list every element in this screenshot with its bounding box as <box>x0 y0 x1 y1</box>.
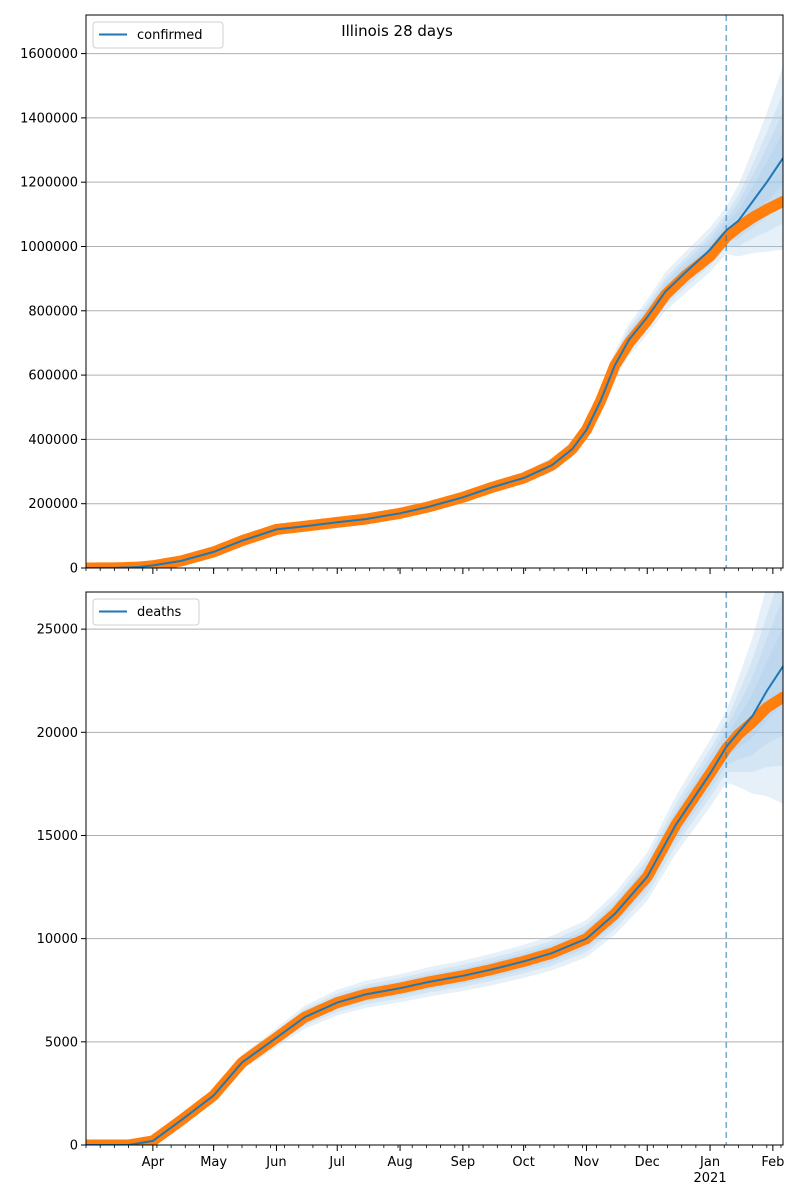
x-tick-label: Oct <box>512 1155 534 1170</box>
y-tick-label: 800000 <box>28 304 78 319</box>
uncertainty-band <box>86 592 783 1145</box>
x-tick-label: Jun <box>265 1155 286 1170</box>
chart-title: Illinois 28 days <box>341 22 453 40</box>
legend: confirmed <box>92 21 224 49</box>
plot-area <box>86 66 783 568</box>
legend-label: deaths <box>137 605 182 620</box>
x-tick-label: Jan <box>699 1155 720 1170</box>
legend-box <box>92 21 224 49</box>
y-tick-label: 1600000 <box>20 47 78 62</box>
uncertainty-band <box>86 597 783 1145</box>
plot-area <box>86 592 783 1145</box>
x-tick-label: Feb <box>761 1155 784 1170</box>
y-tick-label: 0 <box>70 1139 78 1154</box>
x-tick-label: Nov <box>574 1155 600 1170</box>
x-year-label: 2021 <box>694 1171 727 1186</box>
y-tick-label: 200000 <box>28 497 78 512</box>
y-tick-label: 600000 <box>28 369 78 384</box>
model-series <box>86 665 783 1145</box>
x-tick-label: Sep <box>451 1155 476 1170</box>
legend-box <box>92 598 200 626</box>
x-tick-label: Apr <box>142 1155 165 1170</box>
y-tick-label: 400000 <box>28 433 78 448</box>
y-tick-label: 0 <box>70 562 78 577</box>
y-tick-label: 15000 <box>37 829 78 844</box>
deaths-panel: 0 5000 10000 15000 20000 25000 Apr May Jun Jul Aug… <box>37 591 784 1186</box>
x-tick-label: Jul <box>328 1155 345 1170</box>
y-tick-label: 1000000 <box>20 240 78 255</box>
y-tick-label: 25000 <box>37 623 78 638</box>
x-tick-label: Aug <box>387 1155 412 1170</box>
legend: deaths <box>92 598 200 626</box>
y-tick-label: 10000 <box>37 932 78 947</box>
axes-frame <box>85 591 784 1146</box>
y-tick-label: 1400000 <box>20 111 78 126</box>
y-tick-label: 5000 <box>45 1035 78 1050</box>
y-tick-label: 1200000 <box>20 176 78 191</box>
model-series <box>86 157 783 568</box>
x-tick-label: May <box>200 1155 227 1170</box>
uncertainty-band <box>86 592 783 1145</box>
axes-frame <box>85 14 784 569</box>
confirmed-panel: 0 200000 400000 600000 800000 1000000 1200000 1… <box>20 14 784 577</box>
y-tick-label: 20000 <box>37 726 78 741</box>
x-tick-label: Dec <box>635 1155 660 1170</box>
legend-label: confirmed <box>137 28 203 43</box>
